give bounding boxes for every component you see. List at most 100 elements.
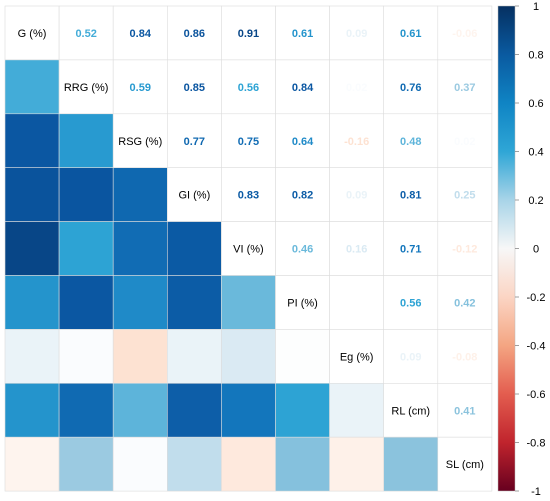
matrix-cells [4,5,493,492]
coefficient-cell [437,167,493,222]
heatmap-cell [58,113,114,169]
coefficient-cell [221,113,276,169]
coefficient-cell [383,275,439,330]
heatmap-cell [167,436,222,492]
coefficient-label: 0.81 [400,190,421,202]
diagonal-cell [275,275,330,330]
heatmap-cell [167,329,222,384]
variable-label: RRG (%) [64,82,109,94]
heatmap-cell [112,436,168,492]
heatmap-cell [58,382,114,438]
heatmap-cell [112,382,168,438]
coefficient-label: 0.02 [454,136,475,148]
coefficient-cell [383,167,439,222]
coefficient-cell [437,275,493,330]
diagonal-cell [437,436,493,492]
coefficient-label: -0.16 [344,136,369,148]
coefficient-label: 0.84 [292,82,314,94]
coefficient-label: -0.12 [452,244,477,256]
coefficient-cell [167,5,222,61]
coefficient-cell [275,5,330,61]
coefficient-cell [383,59,439,115]
colorbar-tick-label: 0.6 [528,98,543,110]
heatmap-cell [167,382,222,438]
coefficient-label: 0.64 [292,136,314,148]
coefficient-label: 0.56 [400,297,421,309]
heatmap-cell [221,436,276,492]
coefficient-label: 0.52 [75,28,96,40]
coefficient-cell [437,59,493,115]
colorbar-tick-label: 0 [533,244,539,256]
heatmap-cell [4,382,60,438]
heatmap-cell [4,436,60,492]
heatmap-cell [4,113,60,169]
coefficient-label: 0.77 [184,136,205,148]
coefficient-cell [221,59,276,115]
coefficient-label: 0.61 [400,28,421,40]
coefficient-cell [329,275,385,330]
coefficient-cell [437,382,493,438]
coefficient-label: 0.09 [346,190,367,202]
colorbar-tick-label: 1 [533,1,539,13]
coefficient-label: 0.56 [238,82,259,94]
variable-label: SL (cm) [446,459,484,471]
coefficient-cell [437,221,493,276]
coefficient-cell [329,221,385,276]
heatmap-cell [58,275,114,330]
heatmap-cell [4,59,60,115]
coefficient-cell [221,5,276,61]
coefficient-label: 0.46 [292,244,313,256]
coefficient-label: 0.91 [238,28,259,40]
coefficient-label: 0.02 [346,82,367,94]
colorbar-tick-label: -0.4 [527,341,546,353]
colorbar-gradient [497,5,516,492]
heatmap-cell [112,167,168,222]
matrix-labels: G (%) 0.52 0.84 0.86 0.91 0.61 0.09 0.61 -0.06 RR… [18,28,484,471]
coefficient-cell [437,113,493,169]
coefficient-cell [58,5,114,61]
variable-label: GI (%) [178,190,210,202]
heatmap-cell [167,275,222,330]
coefficient-label: 0.42 [454,297,475,309]
coefficient-cell [167,113,222,169]
heatmap-cell [112,221,168,276]
heatmap-cell [4,275,60,330]
heatmap-cell [329,382,385,438]
variable-label: RL (cm) [391,405,430,417]
diagonal-cell [112,113,168,169]
heatmap-cell [58,221,114,276]
heatmap-cell [221,382,276,438]
heatmap-cell [58,436,114,492]
colorbar [497,5,516,492]
heatmap-cell [4,221,60,276]
coefficient-cell [275,59,330,115]
coefficient-cell [329,59,385,115]
coefficient-cell [112,5,168,61]
variable-label: RSG (%) [118,136,162,148]
heatmap-cell [112,329,168,384]
coefficient-cell [275,221,330,276]
variable-label: G (%) [18,28,47,40]
coefficient-label: -0.06 [452,28,477,40]
coefficient-label: 0.41 [454,405,475,417]
coefficient-label: 0.48 [400,136,421,148]
coefficient-label: 0.82 [292,190,313,202]
coefficient-label: -0.08 [452,351,477,363]
coefficient-label: 0.71 [400,244,421,256]
coefficient-label: 0.83 [238,190,259,202]
heatmap-cell [275,436,330,492]
heatmap-cell [275,382,330,438]
colorbar-tick-label: -0.8 [527,438,546,450]
coefficient-label: 0.61 [292,28,313,40]
variable-label: PI (%) [287,297,318,309]
heatmap-cell [58,329,114,384]
heatmap-cell [4,167,60,222]
coefficient-label: 0.85 [184,82,205,94]
coefficient-cell [329,113,385,169]
coefficient-label: 0.59 [130,82,151,94]
coefficient-label: 0.86 [184,28,205,40]
heatmap-cell [275,329,330,384]
diagonal-cell [4,5,60,61]
colorbar-tick-label: -0.6 [527,389,546,401]
